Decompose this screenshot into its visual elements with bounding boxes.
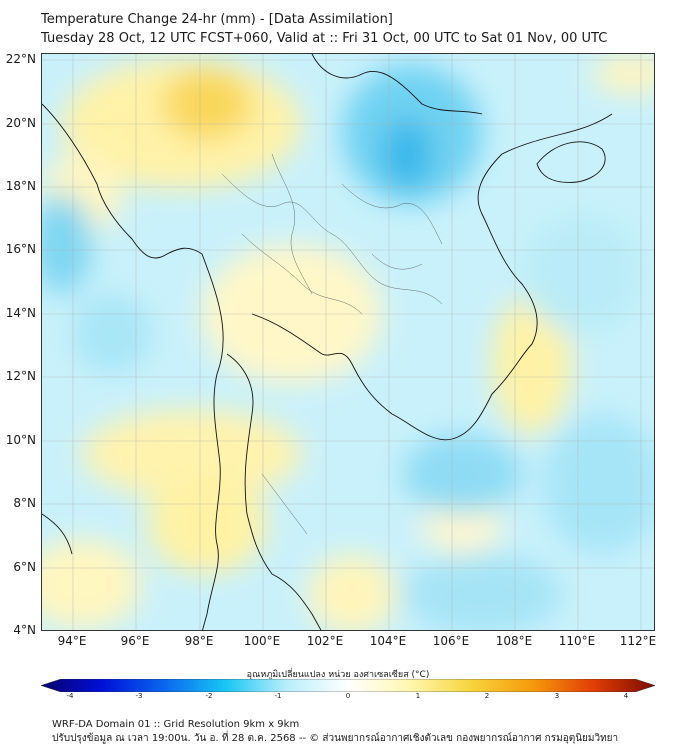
colorbar-tick: -2 [205,692,213,700]
colorbar-tick: 0 [345,692,351,700]
lon-label: 112°E [619,634,657,648]
map-panel[interactable] [41,53,655,631]
title-line-2: Tuesday 28 Oct, 12 UTC FCST+060, Valid a… [41,31,608,46]
lon-label: 102°E [306,634,344,648]
colorbar-title: อุณหภูมิเปลี่ยนแปลง หน่วย องศาเซลเซียส (… [246,670,430,680]
lon-label: 98°E [184,634,214,648]
coastlines [42,54,613,630]
footer: WRF-DA Domain 01 :: Grid Resolution 9km … [52,718,618,746]
lat-label: 8°N [13,496,36,510]
lon-label: 104°E [369,634,407,648]
map-title: Temperature Change 24-hr (mm) - [Data As… [41,10,607,48]
lon-label: 96°E [120,634,150,648]
colorbar-tick: 1 [415,692,421,700]
lon-label: 110°E [558,634,596,648]
lon-label: 94°E [57,634,87,648]
lon-label: 106°E [432,634,470,648]
colorbar-ticks: -4 -3 -2 -1 0 1 2 3 4 [0,692,676,706]
temperature-field-map [42,54,654,630]
lat-label: 20°N [5,116,36,130]
colorbar-bar [41,679,655,692]
lat-label: 22°N [5,52,36,66]
lat-label: 12°N [5,369,36,383]
colorbar-tick: 3 [554,692,560,700]
lat-label: 16°N [5,242,36,256]
province-borders [221,153,443,535]
colorbar-tick: -4 [66,692,74,700]
colorbar-tick: 2 [484,692,490,700]
lat-label: 14°N [5,306,36,320]
lat-label: 4°N [13,623,36,637]
lat-label: 18°N [5,179,36,193]
graticule [42,54,654,630]
colorbar-tick: -1 [274,692,282,700]
colorbar-tick: 4 [623,692,629,700]
lat-label: 6°N [13,560,36,574]
temperature-field-patches [42,54,654,630]
footer-line-2: ปรับปรุงข้อมูล ณ เวลา 19:00น. วัน อ. ที่… [52,733,619,744]
lon-label: 108°E [495,634,533,648]
title-line-1: Temperature Change 24-hr (mm) - [Data As… [41,12,393,27]
footer-line-1: WRF-DA Domain 01 :: Grid Resolution 9km … [52,719,300,730]
lat-label: 10°N [5,433,36,447]
lon-label: 100°E [243,634,281,648]
colorbar-tick: -3 [135,692,143,700]
colorbar [41,679,655,692]
